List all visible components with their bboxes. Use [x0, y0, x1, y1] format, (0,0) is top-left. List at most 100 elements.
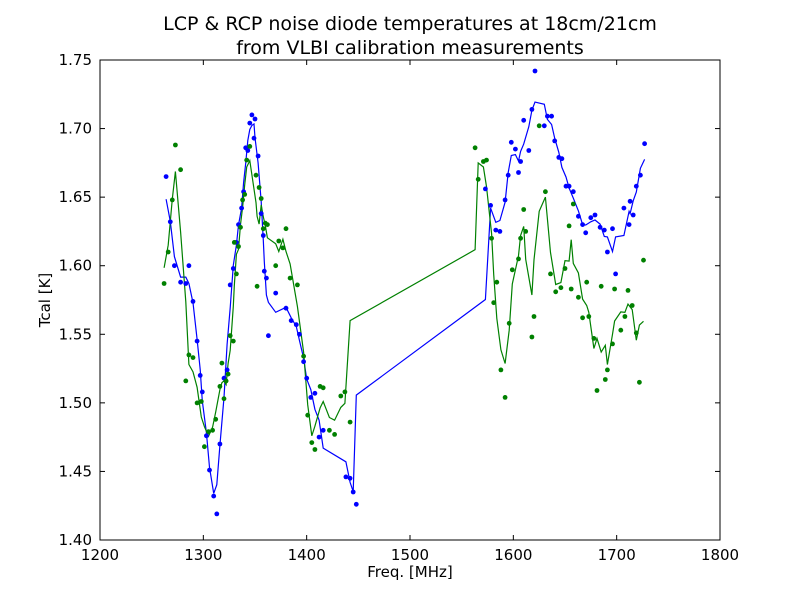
- series-1-point: [497, 229, 503, 234]
- series-1-point: [320, 427, 326, 433]
- series-1-point: [258, 211, 264, 217]
- series-2-point: [472, 145, 478, 151]
- y-tick-label: 1.40: [59, 531, 92, 549]
- series-2-point: [594, 388, 600, 393]
- series-1-point: [545, 113, 550, 119]
- x-tick-label: 1500: [391, 546, 429, 564]
- series-2-point: [186, 352, 192, 358]
- series-2-point: [629, 303, 635, 308]
- series-1-point: [626, 222, 632, 228]
- series-2-point: [225, 371, 231, 377]
- series-1-point: [350, 489, 356, 495]
- series-1-point: [521, 117, 527, 123]
- series-2-point: [521, 207, 527, 212]
- series-1-point: [630, 212, 636, 218]
- series-2-point: [602, 377, 608, 382]
- series-2-point: [260, 226, 266, 232]
- series-1-point: [249, 112, 255, 118]
- series-1-point: [273, 290, 279, 296]
- series-2-point: [280, 245, 286, 251]
- series-2-point: [258, 196, 264, 201]
- series-1-point: [251, 135, 257, 141]
- series-1-point: [266, 333, 271, 339]
- series-2-point: [219, 360, 225, 366]
- series-1-point: [301, 359, 306, 365]
- series-1-point: [347, 475, 353, 481]
- series-1-point: [224, 367, 230, 373]
- chart-title-line-2: from VLBI calibration measurements: [236, 37, 584, 59]
- series-2-point: [586, 314, 592, 319]
- series-1-point: [167, 219, 173, 225]
- series-1-point: [559, 156, 565, 162]
- series-1-point: [214, 511, 220, 517]
- y-tick-label: 1.75: [59, 51, 92, 69]
- series-points: [161, 68, 647, 517]
- series-1-point: [163, 174, 169, 180]
- series-1-point: [297, 331, 302, 337]
- series-1-point: [260, 233, 266, 238]
- series-2-point: [165, 249, 171, 255]
- series-2-point: [484, 157, 489, 163]
- series-1-point: [505, 172, 511, 178]
- series-1-point: [227, 282, 233, 288]
- series-1-point: [207, 467, 212, 473]
- series-1-point: [197, 373, 203, 378]
- series-1-point: [353, 501, 359, 507]
- series-1-point: [190, 299, 196, 304]
- x-axis-ticks: 1200 1300 1400 1500 1600 1700 1800: [81, 60, 739, 564]
- series-2-point: [498, 367, 504, 373]
- series-2-point: [305, 412, 311, 418]
- series-2-point: [178, 167, 184, 173]
- series-2-point: [568, 286, 574, 292]
- y-tick-label: 1.55: [59, 325, 92, 343]
- series-1-point: [199, 389, 205, 395]
- series-2-point: [230, 338, 236, 344]
- series-1-point: [239, 205, 245, 211]
- series-1-point: [597, 224, 603, 230]
- series-2-point: [531, 314, 537, 319]
- series-1-point: [252, 116, 258, 122]
- x-tick-label: 1800: [701, 546, 739, 564]
- x-tick-label: 1700: [598, 546, 636, 564]
- series-2-point: [494, 279, 500, 285]
- series-2-point: [265, 222, 270, 228]
- y-tick-label: 1.50: [59, 394, 92, 412]
- series-2-point: [183, 378, 189, 384]
- series-2-point: [273, 263, 279, 269]
- series-2-point: [236, 244, 241, 249]
- series-2-point: [320, 385, 326, 391]
- series-1-point: [493, 227, 499, 233]
- series-2-point: [347, 419, 353, 425]
- series-1-point: [172, 263, 177, 269]
- series-2-point: [622, 314, 628, 319]
- series-2-point: [198, 399, 204, 404]
- series-2-point: [242, 192, 248, 197]
- x-tick-label: 1600: [494, 546, 532, 564]
- series-2-point: [591, 336, 597, 341]
- series-2-point: [287, 275, 293, 281]
- series-2-point: [570, 201, 576, 207]
- y-axis-ticks: 1.40 1.45 1.50 1.55 1.60 1.65 1.70 1.75: [59, 51, 720, 549]
- x-axis-label: Freq. [MHz]: [367, 563, 452, 581]
- series-2-point: [516, 256, 521, 262]
- x-tick-label: 1400: [288, 546, 326, 564]
- series-2-point: [489, 235, 494, 241]
- series-2-point: [637, 379, 642, 385]
- series-2-point: [223, 378, 229, 384]
- series-2-point: [161, 281, 167, 286]
- series-1-point: [621, 205, 627, 211]
- series-2-point: [584, 279, 590, 285]
- series-2-point: [254, 283, 260, 289]
- series-1-point: [516, 170, 521, 175]
- series-1-point: [580, 222, 585, 228]
- series-1-point: [610, 226, 615, 232]
- series-2-point: [558, 285, 564, 291]
- series-2-point: [612, 286, 617, 292]
- series-1-point: [312, 390, 318, 396]
- y-tick-label: 1.60: [59, 257, 92, 275]
- series-2-point: [169, 197, 175, 203]
- series-1-point: [343, 474, 349, 480]
- series-1-point: [605, 249, 610, 255]
- series-2-point: [625, 288, 631, 293]
- series-2-point: [553, 289, 559, 295]
